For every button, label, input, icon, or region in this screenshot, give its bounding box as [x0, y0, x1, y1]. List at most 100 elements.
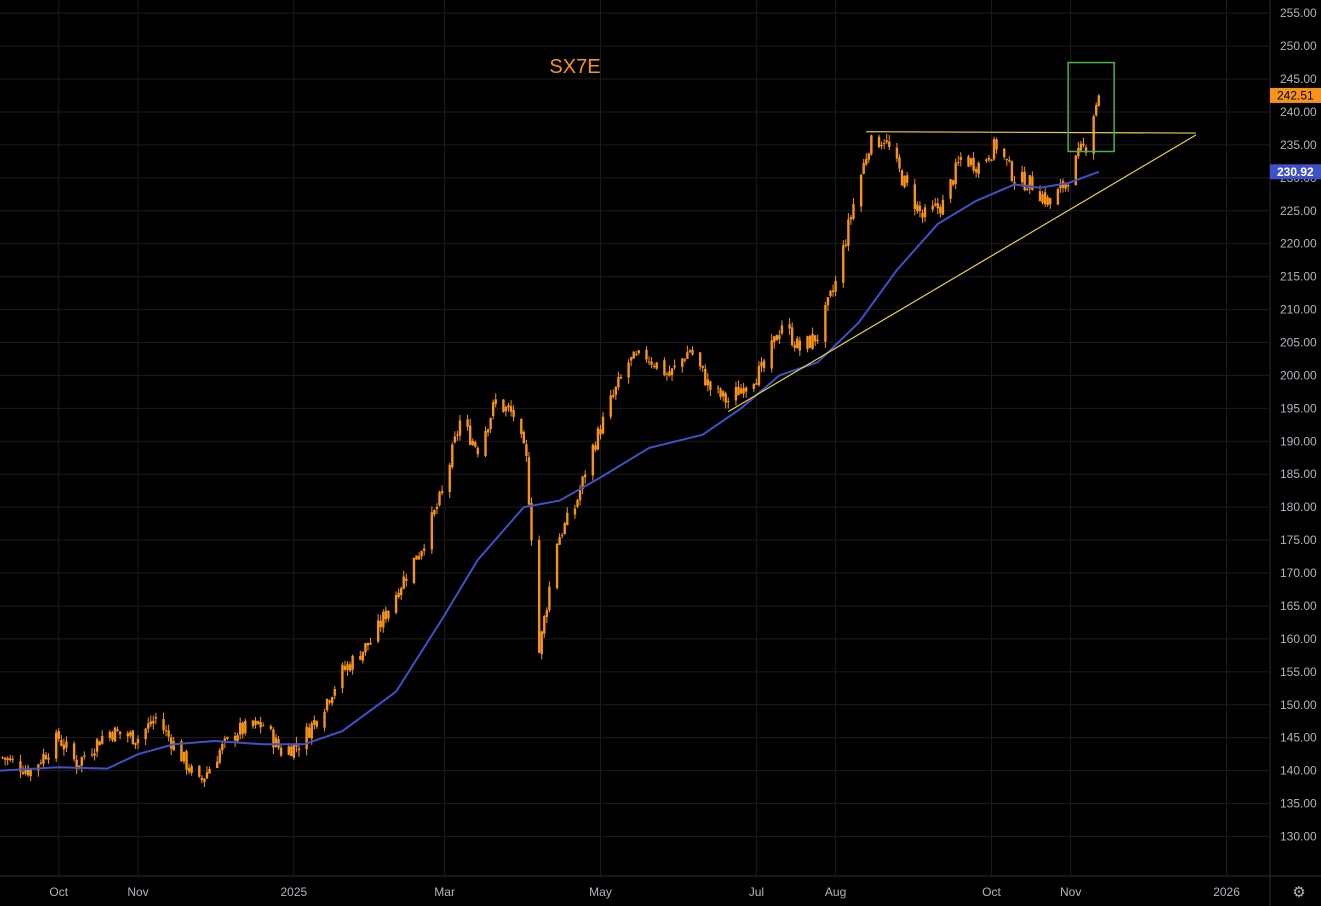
candle-body — [78, 765, 81, 768]
candle-body — [397, 592, 400, 598]
candle-body — [180, 741, 183, 762]
candle-body — [1079, 143, 1083, 151]
candle-body — [65, 741, 68, 748]
candle-body — [438, 492, 441, 506]
candle-body — [164, 730, 168, 732]
candle-body — [236, 735, 239, 742]
candle-body — [1008, 160, 1011, 162]
moving-average-label: 230.92 — [1277, 165, 1314, 179]
candle-body — [614, 386, 618, 395]
x-tick-label: Oct — [982, 885, 1001, 899]
candle-body — [451, 444, 454, 468]
candle-body — [456, 434, 459, 436]
candle-body — [402, 576, 405, 589]
candle-body — [525, 444, 528, 456]
candle-body — [834, 280, 837, 292]
candle-body — [576, 499, 579, 507]
candle-body — [471, 440, 474, 446]
y-tick-label: 215.00 — [1280, 270, 1317, 284]
candle-body — [530, 502, 533, 541]
candle-body — [698, 352, 702, 367]
candle-body — [369, 642, 372, 645]
candle-body — [274, 737, 278, 748]
candle-body — [842, 245, 845, 283]
candle-body — [665, 373, 669, 375]
candle-body — [987, 157, 991, 160]
candle-body — [6, 758, 9, 761]
candle-body — [555, 543, 559, 589]
candle-body — [494, 399, 497, 404]
candle-body — [811, 333, 814, 349]
candle-body — [325, 698, 329, 711]
candle-body — [44, 755, 48, 760]
candle-body — [673, 365, 676, 368]
candle-body — [844, 244, 848, 246]
candle-body — [670, 368, 674, 376]
candle-body — [806, 336, 809, 350]
trendline[interactable] — [866, 131, 1196, 134]
candle-body — [167, 730, 170, 737]
candle-body — [813, 335, 817, 342]
candle-body — [420, 551, 423, 557]
candle-body — [1005, 158, 1009, 160]
y-tick-label: 135.00 — [1280, 797, 1317, 811]
x-tick-label: Aug — [825, 885, 846, 899]
candle-body — [366, 642, 370, 646]
candle-body — [433, 510, 436, 515]
candle-body — [24, 769, 27, 774]
y-tick-label: 170.00 — [1280, 566, 1317, 580]
candle-body — [852, 204, 855, 219]
candle-body — [239, 722, 242, 735]
candle-body — [476, 448, 480, 455]
candle-body — [923, 207, 927, 218]
candle-body — [11, 759, 14, 761]
candle-body — [172, 741, 175, 751]
price-axis[interactable]: 255.00250.00245.00240.00235.00230.00225.… — [1280, 6, 1317, 843]
candle-body — [422, 548, 426, 551]
candle-body — [384, 610, 388, 620]
candle-body — [269, 726, 273, 729]
candle-body — [287, 746, 290, 755]
candle-body — [297, 748, 301, 751]
candle-body — [888, 141, 891, 147]
trendlines — [727, 131, 1197, 413]
settings-gear-icon[interactable]: ⚙ — [1292, 883, 1306, 901]
candle-body — [974, 169, 978, 173]
candle-body — [793, 344, 796, 348]
candle-body — [205, 772, 209, 779]
candle-body — [880, 145, 883, 147]
x-tick-label: 2025 — [281, 885, 308, 899]
candle-body — [545, 610, 549, 617]
candle-body — [862, 162, 865, 174]
candle-body — [1066, 185, 1070, 187]
candle-body — [221, 743, 224, 751]
candle-body — [93, 753, 96, 756]
time-axis[interactable]: Oct Nov 2025 Mar May Jul Aug Oct Nov 2026 — [49, 885, 1240, 899]
candle-body — [251, 720, 255, 727]
trendline[interactable] — [727, 134, 1197, 413]
candle-body — [865, 158, 868, 165]
candle-body — [527, 457, 531, 505]
candle-body — [75, 759, 78, 770]
candle-body — [647, 361, 651, 363]
candle-body — [612, 394, 615, 397]
candle-body — [1003, 148, 1006, 158]
candle-body — [512, 410, 515, 417]
candle-body — [859, 174, 863, 207]
candle-body — [108, 731, 112, 738]
candle-body — [967, 156, 970, 167]
candle-body — [583, 474, 587, 478]
candle-body — [903, 175, 906, 188]
candle-body — [226, 736, 229, 739]
candle-body — [796, 338, 799, 349]
candle-body — [113, 727, 117, 742]
candle-body — [502, 399, 505, 412]
candle-body — [259, 721, 262, 728]
candle-body — [83, 755, 86, 757]
candle-body — [333, 689, 336, 696]
x-tick-label: Oct — [49, 885, 68, 899]
y-tick-label: 210.00 — [1280, 303, 1317, 317]
candle-body — [540, 631, 543, 655]
candlestick-series — [1, 94, 1100, 788]
